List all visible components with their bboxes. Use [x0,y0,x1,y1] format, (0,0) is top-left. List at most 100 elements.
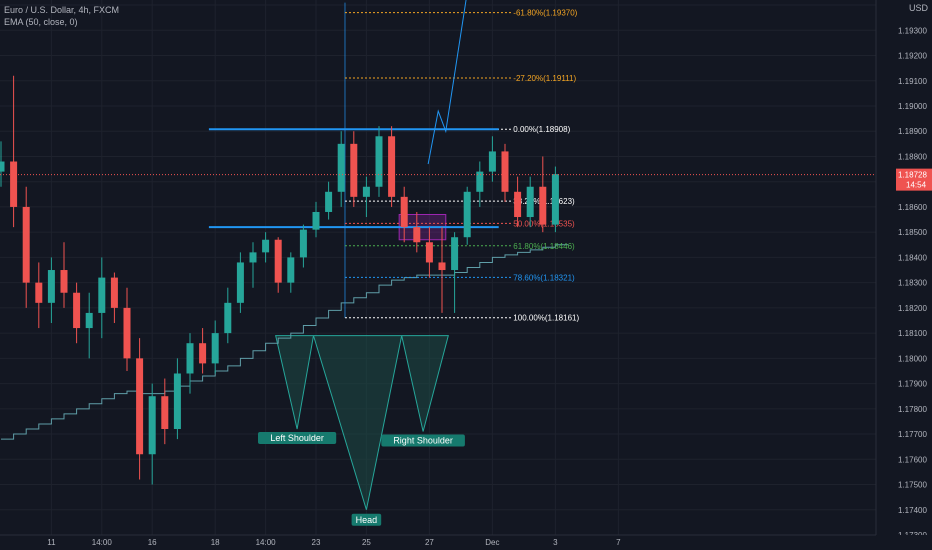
projection-path [427,0,467,165]
price-tick-label: 1.17500 [898,481,927,490]
price-tick-label: 1.17700 [898,430,927,439]
price-tick-label: 1.18000 [898,354,927,363]
head-label: Head [356,515,378,525]
price-tick-label: 1.17400 [898,506,927,515]
candle [463,191,471,238]
price-tick-label: 1.18800 [898,152,927,161]
time-tick-label: Dec [485,538,499,547]
time-axis[interactable] [0,535,932,550]
candle [312,211,320,230]
price-tick-label: 1.18100 [898,329,927,338]
candle [161,396,169,430]
candle [551,174,559,225]
price-tick-label: 1.19000 [898,102,927,111]
candle [413,227,421,243]
head-label-bg [351,513,382,526]
time-tick-label: 27 [425,538,434,547]
candle [110,277,118,308]
candle-countdown: 14:54 [906,181,927,190]
price-tick-label: 1.18200 [898,304,927,313]
candle [73,292,81,329]
candle [211,333,219,364]
fib-level-label: 61.80%(1.18446) [513,242,575,251]
left-shoulder-label: Left Shoulder [270,433,324,443]
time-tick-label: 14:00 [256,538,277,547]
price-tick-label: 1.17900 [898,380,927,389]
candle [123,307,131,359]
fib-level-label: 100.00%(1.18161) [513,314,579,323]
candle [85,312,93,329]
candle [451,237,459,271]
price-tick-label: 1.18900 [898,127,927,136]
fib-level-label: 78.60%(1.18321) [513,273,575,282]
fib-level-label: -61.80%(1.19370) [513,9,577,18]
price-tick-label: 1.17800 [898,405,927,414]
candle [337,143,345,192]
candle [287,257,295,283]
candle [10,161,18,207]
candle [173,373,181,430]
candle [274,239,282,283]
right-shoulder-label: Right Shoulder [393,436,453,446]
price-tick-label: 1.19100 [898,77,927,86]
price-tick-label: 1.18400 [898,253,927,262]
chart-legend: Euro / U.S. Dollar, 4h, FXCM EMA (50, cl… [4,4,119,28]
candle [325,191,333,212]
candle [199,343,207,364]
candle [60,270,68,293]
candle [539,186,547,225]
time-tick-label: 7 [616,538,621,547]
candle [501,151,509,192]
candle [186,343,194,374]
candle [476,171,484,192]
time-tick-label: 16 [148,538,157,547]
left-shoulder-label-bg [258,432,337,445]
candle [362,186,370,197]
time-tick-label: 18 [211,538,220,547]
candle [526,186,534,218]
ema-indicator-label[interactable]: EMA (50, close, 0) [4,17,78,27]
ema50-line [1,244,568,440]
price-tick-label: 1.19300 [898,26,927,35]
candle [98,277,106,313]
symbol-title[interactable]: Euro / U.S. Dollar, 4h, FXCM [4,5,120,15]
candle [425,242,433,263]
price-tick-label: 1.18300 [898,279,927,288]
time-tick-label: 3 [553,538,558,547]
head-and-shoulders-pattern [275,335,449,510]
candle [47,270,55,303]
candle [350,143,358,197]
right-shoulder-label-bg [381,434,465,447]
candle [262,239,270,253]
candle [224,302,232,334]
time-tick-label: 14:00 [92,538,113,547]
candle [236,262,244,303]
candle [136,358,144,455]
currency-label: USD [908,3,928,13]
candle [35,282,43,303]
price-tick-label: 1.19200 [898,52,927,61]
price-tick-label: 1.18600 [898,203,927,212]
candle [400,196,408,228]
price-axis[interactable] [876,0,932,550]
time-tick-label: 25 [362,538,371,547]
candle [514,191,522,218]
candle [0,161,5,172]
candle [438,262,446,271]
price-tick-label: 1.18500 [898,228,927,237]
current-price-tag [896,168,932,191]
candle [148,396,156,455]
time-tick-label: 23 [312,538,321,547]
price-tick-label: 1.17600 [898,455,927,464]
candle [388,136,396,197]
candle [488,151,496,172]
fib-level-label: -27.20%(1.19111) [513,74,576,83]
current-price-value: 1.18728 [898,171,927,180]
candle [22,206,30,283]
candle [299,229,307,258]
fib-level-label: 0.00%(1.18908) [513,125,570,134]
time-tick-label: 11 [47,538,56,547]
candle [249,252,257,263]
candle [375,136,383,187]
